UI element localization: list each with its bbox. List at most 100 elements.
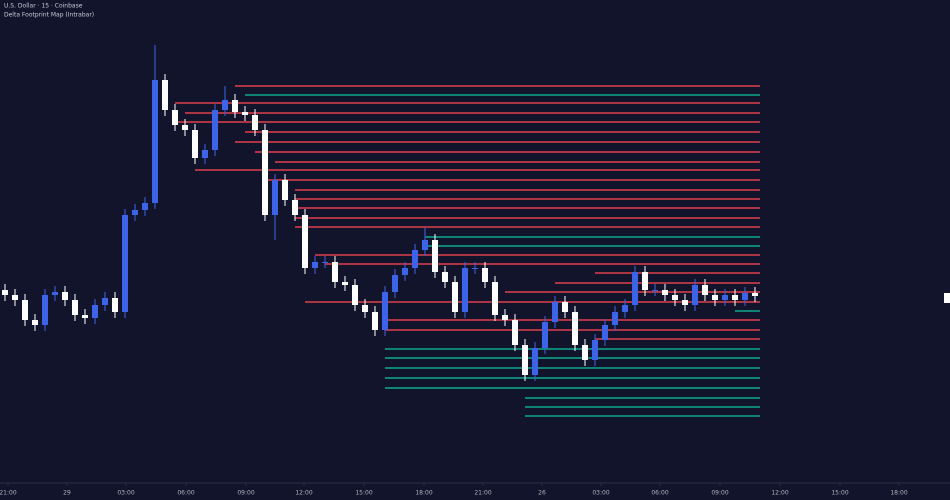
candle-body: [532, 348, 538, 375]
candle-body: [292, 200, 298, 215]
candle-body: [542, 322, 548, 348]
x-axis: 21:00 29 03:00 06:00 09:00 12:00 15:00 18:00 21:…: [0, 483, 908, 497]
candle-body: [672, 295, 678, 300]
candle-body: [392, 275, 398, 292]
candle-body: [62, 292, 68, 300]
candle-body: [442, 272, 448, 282]
candle-body: [752, 293, 758, 296]
candle-body: [102, 298, 108, 305]
candle-body: [682, 300, 688, 305]
candle-body: [152, 80, 158, 203]
candle-body: [492, 282, 498, 315]
candle-body: [122, 215, 128, 312]
candle-body: [472, 268, 478, 269]
candle-body: [592, 340, 598, 360]
candle-body: [482, 268, 488, 282]
indicator-title: Delta Footprint Map (Intrabar): [4, 12, 94, 19]
candle-body: [692, 285, 698, 305]
levels: [175, 85, 760, 417]
candle-body: [402, 268, 408, 275]
x-tick-label: 06:00: [651, 490, 668, 497]
candle-body: [302, 215, 308, 268]
x-tick-label: 15:00: [831, 490, 848, 497]
candle-body: [22, 300, 28, 320]
candle-body: [732, 295, 738, 300]
x-tick-label: 21:00: [0, 490, 17, 497]
candle-body: [642, 272, 648, 290]
candle-body: [372, 312, 378, 330]
candle-body: [252, 115, 258, 130]
candle-body: [192, 130, 198, 158]
candle-body: [72, 300, 78, 315]
candle-body: [342, 282, 348, 285]
x-tick-label: 26: [538, 490, 546, 497]
candle-body: [652, 290, 658, 291]
candle-body: [562, 302, 568, 312]
x-tick-label: 03:00: [592, 490, 609, 497]
candle-body: [352, 285, 358, 305]
candle-body: [412, 250, 418, 268]
candle-body: [602, 325, 608, 340]
x-tick-label: 15:00: [355, 490, 372, 497]
x-tick-label: 03:00: [117, 490, 134, 497]
candle-body: [282, 180, 288, 200]
candle-body: [202, 150, 208, 158]
candle-body: [332, 262, 338, 282]
candle-body: [382, 292, 388, 330]
candle-body: [572, 312, 578, 345]
candle-body: [232, 100, 238, 112]
candle-body: [142, 203, 148, 210]
price-marker: [944, 293, 950, 303]
x-tick-label: 12:00: [295, 490, 312, 497]
candle-body: [552, 302, 558, 322]
x-tick-label: 18:00: [415, 490, 432, 497]
x-tick-label: 09:00: [711, 490, 728, 497]
x-tick-label: 29: [63, 490, 71, 497]
chart-title: U.S. Dollar · 15 · Coinbase: [4, 3, 83, 10]
candle-body: [262, 130, 268, 215]
candle-body: [172, 110, 178, 125]
candle-body: [52, 292, 58, 295]
candle-body: [612, 312, 618, 325]
candle-body: [512, 320, 518, 345]
candle-body: [702, 285, 708, 295]
candle-body: [312, 262, 318, 268]
candle-body: [92, 305, 98, 318]
candle-body: [42, 295, 48, 325]
candle-body: [582, 345, 588, 360]
candle-body: [132, 210, 138, 215]
candle-body: [32, 320, 38, 325]
candle-body: [2, 290, 8, 295]
x-tick-label: 09:00: [237, 490, 254, 497]
candle-body: [502, 315, 508, 320]
candle-body: [272, 180, 278, 215]
candles: [2, 45, 758, 381]
candle-body: [212, 110, 218, 150]
candle-body: [162, 80, 168, 110]
candle-body: [662, 290, 668, 295]
x-tick-label: 12:00: [771, 490, 788, 497]
candle-body: [622, 305, 628, 312]
candle-body: [432, 240, 438, 272]
candle-body: [462, 268, 468, 312]
x-tick-label: 18:00: [890, 490, 907, 497]
candle-body: [742, 293, 748, 300]
candle-body: [82, 315, 88, 318]
candle-body: [632, 272, 638, 305]
candle-body: [712, 295, 718, 300]
x-tick-label: 06:00: [177, 490, 194, 497]
candle-body: [362, 305, 368, 312]
candle-body: [112, 298, 118, 312]
candle-body: [182, 125, 188, 130]
candle-body: [522, 345, 528, 375]
candle-body: [222, 100, 228, 110]
candle-body: [722, 295, 728, 300]
candle-body: [12, 295, 18, 300]
candle-body: [422, 240, 428, 250]
candle-body: [242, 112, 248, 115]
x-tick-label: 21:00: [474, 490, 491, 497]
candle-body: [322, 262, 328, 263]
